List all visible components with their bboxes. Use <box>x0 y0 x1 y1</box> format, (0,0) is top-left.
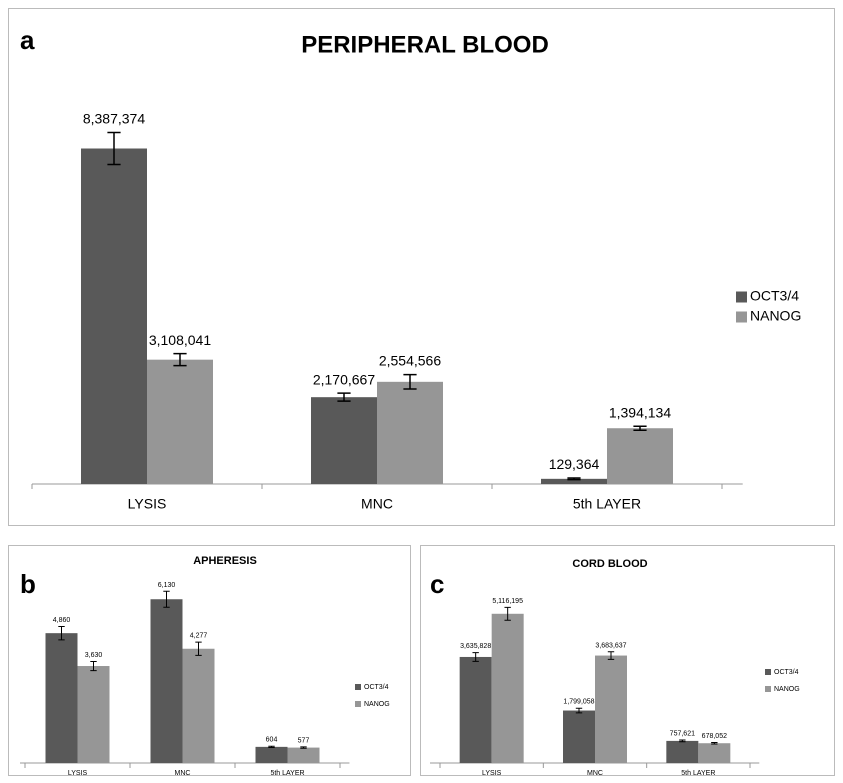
legend-label: OCT3/4 <box>774 669 799 676</box>
error-bar <box>403 373 417 390</box>
data-label: 2,554,566 <box>379 353 441 369</box>
x-tick-label: 5th LAYER <box>681 770 715 777</box>
bar <box>255 746 288 763</box>
data-label: 1,799,058 <box>563 699 594 706</box>
x-tick-label: 5th LAYER <box>270 770 304 777</box>
legend-swatch <box>765 686 771 692</box>
error-bar <box>567 477 581 481</box>
chart-title: PERIPHERAL BLOOD <box>301 31 549 58</box>
error-bar <box>173 352 187 367</box>
bar <box>595 655 627 763</box>
x-tick-label: LYSIS <box>68 770 88 777</box>
error-bar <box>711 741 718 745</box>
bar <box>81 148 147 484</box>
error-bar <box>679 739 686 743</box>
x-tick-label: MNC <box>361 496 393 512</box>
x-tick-label: MNC <box>175 770 191 777</box>
x-tick-label: MNC <box>587 770 603 777</box>
error-bar <box>337 392 351 402</box>
data-label: 2,170,667 <box>313 371 375 387</box>
bar <box>607 428 673 484</box>
legend-label: NANOG <box>774 686 800 693</box>
bar <box>77 666 110 763</box>
data-label: 577 <box>298 737 310 744</box>
x-tick-label: LYSIS <box>482 770 502 777</box>
x-tick-label: LYSIS <box>128 496 167 512</box>
chart-title: CORD BLOOD <box>572 558 647 570</box>
bar <box>147 359 213 484</box>
error-bar <box>633 425 647 431</box>
panel-frame <box>8 545 411 776</box>
legend-swatch <box>355 684 361 690</box>
bar <box>698 743 731 763</box>
bar <box>311 397 377 484</box>
x-tick-label: 5th LAYER <box>573 496 641 512</box>
data-label: 604 <box>266 737 278 744</box>
bar <box>541 478 607 484</box>
data-label: 3,108,041 <box>149 332 211 348</box>
error-bar <box>575 707 583 714</box>
chart-title: APHERESIS <box>193 555 257 567</box>
bar <box>491 613 524 763</box>
legend-swatch <box>355 701 361 707</box>
legend-swatch <box>736 311 747 323</box>
legend-label: OCT3/4 <box>364 684 389 691</box>
error-bar <box>300 746 307 749</box>
panel-frame <box>8 8 835 526</box>
panel-label: a <box>20 25 35 55</box>
error-bar <box>504 606 511 621</box>
legend-label: NANOG <box>364 701 390 708</box>
bar <box>45 633 78 763</box>
error-bar <box>607 651 615 660</box>
bar <box>666 740 699 763</box>
legend-label: NANOG <box>750 308 801 324</box>
error-bar <box>195 641 202 656</box>
data-label: 4,860 <box>53 617 71 624</box>
data-label: 6,130 <box>158 582 176 589</box>
error-bar <box>163 590 170 608</box>
legend-swatch <box>736 291 747 303</box>
data-label: 129,364 <box>549 456 600 472</box>
error-bar <box>268 745 275 749</box>
data-label: 3,630 <box>85 652 103 659</box>
bar <box>287 747 320 763</box>
panel-label: b <box>20 569 36 599</box>
legend-label: OCT3/4 <box>750 288 799 304</box>
bar <box>377 381 443 484</box>
data-label: 678,052 <box>702 733 727 740</box>
panel-label: c <box>430 569 444 599</box>
error-bar <box>107 131 121 166</box>
bar <box>563 710 595 763</box>
bar <box>150 599 183 763</box>
data-label: 4,277 <box>190 633 208 640</box>
data-label: 1,394,134 <box>609 404 671 420</box>
legend-swatch <box>765 669 771 675</box>
data-label: 8,387,374 <box>83 111 145 127</box>
data-label: 757,621 <box>670 731 695 738</box>
data-label: 3,635,828 <box>460 643 491 650</box>
error-bar <box>90 660 97 672</box>
data-label: 3,683,637 <box>595 642 626 649</box>
bar <box>459 656 492 763</box>
error-bar <box>58 625 65 641</box>
error-bar <box>472 652 479 662</box>
bar <box>182 648 215 763</box>
data-label: 5,116,195 <box>492 598 523 605</box>
panel-frame <box>420 545 835 776</box>
